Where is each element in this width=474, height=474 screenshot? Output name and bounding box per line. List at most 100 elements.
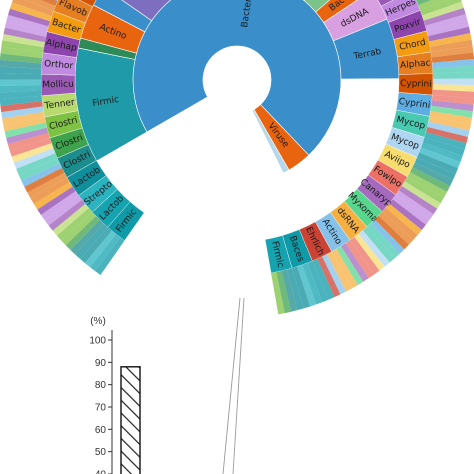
y-tick-90: 90 (95, 358, 107, 369)
outer-label-36: Alphac (400, 58, 431, 71)
fringe-segment-5-1 (13, 148, 56, 169)
fringe-segment-5-0 (16, 153, 58, 175)
fringe-segment-43-3 (382, 207, 418, 240)
fringe-segment-4-0 (27, 172, 67, 199)
fringe-segment-7-1 (1, 106, 44, 119)
fringe-segment-35-2 (429, 33, 472, 47)
fringe-segment-34-3 (425, 14, 468, 31)
fringe-segment-41-3 (407, 172, 448, 198)
leader-line-right (232, 297, 245, 474)
fringe-segment-34-2 (423, 7, 466, 26)
fringe-segment-4-3 (18, 158, 60, 181)
fringe-segment-42-2 (398, 186, 438, 215)
fringe-segment-0-1 (89, 234, 121, 272)
fringe-segment-1-3 (61, 212, 96, 246)
fringe-segment-5-3 (9, 137, 52, 157)
sunburst-hole (203, 46, 271, 114)
fringe-segment-34-1 (422, 1, 464, 21)
fringe-segment-3-1 (37, 186, 76, 215)
fringe-segment-1-1 (70, 219, 104, 255)
sunburst-label-l2-0: Firmic (92, 95, 120, 109)
y-tick-80: 80 (95, 380, 107, 391)
outer-label-9: Orthor (44, 59, 74, 71)
outer-segment-13 (78, 0, 97, 7)
sunburst-chart: BacteriViruseFirmicActinoProteoBacterFCB… (0, 0, 474, 315)
fringe-segment-0-2 (84, 230, 116, 268)
fringe-segment-40-2 (419, 147, 461, 169)
fringe-segment-42-0 (404, 176, 444, 204)
fringe-segment-12-2 (55, 0, 59, 2)
fringe-segment-48-1 (302, 262, 323, 305)
fringe-segment-47-2 (317, 256, 341, 298)
bar-0 (120, 366, 141, 474)
fringe-segment-10-1 (2, 33, 45, 48)
fringe-segment-46-0 (345, 240, 375, 279)
fringe-segment-38-2 (430, 105, 473, 118)
outer-label-38: Cyprini (398, 97, 431, 111)
outer-label-7: Tenner (43, 98, 76, 112)
fringe-segment-36-1 (431, 52, 474, 63)
fringe-segment-46-2 (336, 246, 364, 286)
outer-label-37: Cyprini (400, 79, 432, 90)
fringe-segment-35-0 (426, 20, 469, 37)
fringe-segment-1-0 (75, 223, 108, 259)
fringe-segment-3-3 (30, 177, 70, 204)
fringe-segment-2-3 (44, 195, 82, 226)
fringe-segment-46-3 (331, 248, 358, 289)
y-axis: 40 50 60 70 80 90 100 (89, 336, 112, 474)
fringe-segment-47-0 (326, 251, 353, 292)
sunburst-label-l1-0: Bacteri (240, 0, 254, 28)
fringe-segment-37-0 (432, 72, 474, 79)
fringe-segment-10-2 (3, 27, 46, 43)
leader-lines (222, 297, 245, 474)
fringe-segment-0-0 (95, 237, 125, 275)
fringe-segment-44-2 (370, 219, 405, 254)
fringe-segment-9-0 (0, 66, 42, 75)
fringe-segment-40-0 (422, 137, 465, 156)
fringe-segment-41-0 (414, 157, 456, 181)
fringe-segment-8-0 (0, 90, 42, 100)
fringe-segment-49-3 (271, 272, 285, 315)
fringe-segment-8-2 (0, 79, 42, 86)
fringe-segment-9-1 (0, 59, 42, 69)
y-tick-70: 70 (95, 403, 107, 414)
fringe-segment-8-3 (0, 72, 42, 80)
fringe-segment-3-2 (33, 182, 73, 210)
fringe-segment-38-1 (431, 100, 474, 112)
fringe-segment-11-1 (8, 8, 51, 27)
fringe-segment-11-3 (12, 0, 54, 17)
fringe-segment-2-0 (56, 208, 93, 241)
bars (120, 366, 141, 474)
fringe-segment-41-1 (412, 162, 453, 187)
outer-label-8: Mollicu (42, 80, 74, 91)
fringe-segment-44-3 (366, 223, 400, 259)
fringe-segment-6-3 (3, 117, 46, 132)
fringe-segment-11-2 (9, 2, 52, 22)
fringe-segment-8-1 (0, 84, 42, 93)
fringe-segment-12-1 (40, 0, 58, 7)
fringe-segment-39-0 (428, 116, 471, 131)
fringe-segment-45-0 (362, 226, 395, 263)
fringe-segment-40-3 (417, 152, 459, 175)
fringe-segment-48-3 (292, 266, 311, 309)
fringe-segment-38-0 (431, 95, 474, 105)
fringe-segment-33-2 (416, 0, 432, 6)
fringe-segment-44-1 (374, 215, 409, 250)
fringe-segment-35-1 (428, 26, 471, 42)
fringe-segment-37-2 (432, 84, 474, 92)
fringe-segment-5-2 (11, 143, 54, 163)
leader-line-left (222, 297, 241, 474)
fringe-segment-49-0 (286, 268, 304, 311)
fringe-segment-39-3 (424, 132, 467, 150)
sunburst-segment-l2-4 (121, 0, 172, 22)
y-tick-40: 40 (95, 470, 107, 474)
fringe-segment-9-3 (0, 46, 43, 59)
fringe-segment-48-0 (307, 260, 329, 303)
y-tick-100: 100 (89, 336, 106, 347)
fringe-segment-9-2 (0, 53, 43, 64)
fringe-segment-48-2 (297, 264, 317, 307)
fringe-segment-42-1 (401, 181, 441, 209)
bar-chart: (%) 40 50 60 70 80 90 100 (89, 316, 141, 474)
fringe-segment-47-3 (312, 258, 335, 300)
y-tick-50: 50 (95, 447, 107, 458)
